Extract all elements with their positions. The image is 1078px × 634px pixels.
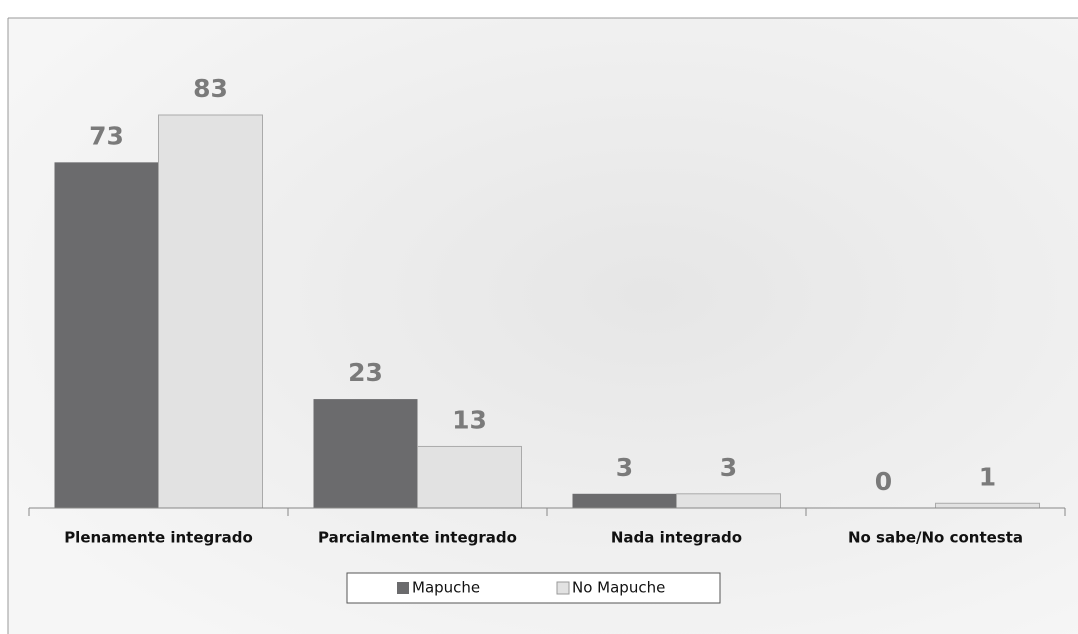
bar [417,445,522,509]
bar [313,399,418,508]
bar [572,493,677,508]
legend-label: Mapuche [412,579,480,597]
x-tick-label: Plenamente integrado [64,529,253,547]
x-tick-label: No sabe/No contesta [848,529,1023,547]
bar [935,502,1040,509]
bar [676,493,781,509]
bar [158,114,263,509]
value-label: 0 [875,467,892,496]
legend-swatch [556,581,570,595]
value-label: 1 [979,462,996,491]
x-tick-label: Nada integrado [611,529,742,547]
value-label: 3 [616,453,633,482]
bar [54,162,159,508]
legend-label: No Mapuche [572,579,665,597]
value-label: 13 [452,405,487,434]
legend-swatch [397,582,409,594]
x-tick-label: Parcialmente integrado [318,529,517,547]
value-label: 83 [193,74,228,103]
legend [346,572,721,604]
value-label: 73 [89,121,124,150]
value-label: 3 [720,453,737,482]
value-label: 23 [348,358,383,387]
